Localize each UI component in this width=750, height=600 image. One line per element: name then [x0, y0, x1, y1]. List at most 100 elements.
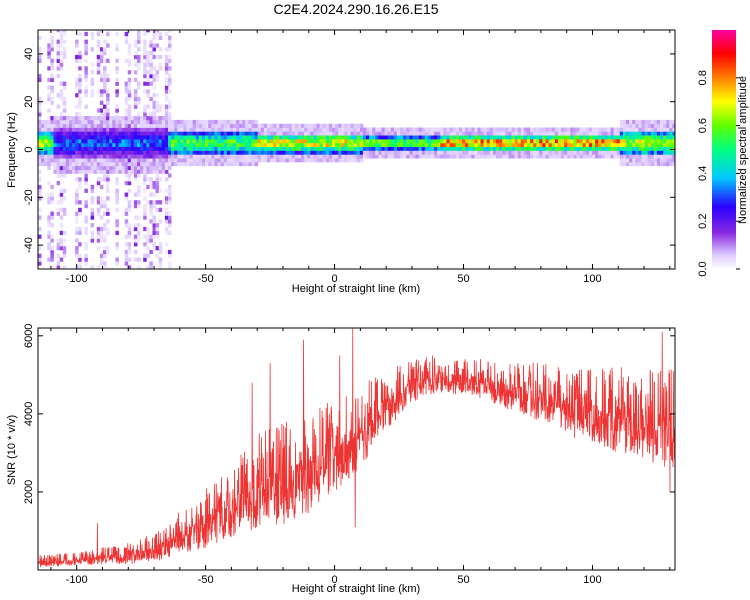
spectrogram-cell — [130, 119, 135, 125]
spectrogram-cell — [211, 139, 215, 144]
spectrogram-cell — [137, 238, 141, 243]
spectrogram-cell — [62, 139, 67, 144]
spectrogram-cell — [202, 161, 206, 167]
spectrogram-cell — [38, 100, 42, 105]
spectrogram-cell — [223, 158, 228, 163]
spectrogram-cell — [548, 150, 553, 155]
spectrogram-cell — [124, 116, 129, 121]
spectrogram-cell — [508, 139, 512, 144]
spectrogram-cell — [338, 150, 342, 155]
spectrogram-cell — [161, 146, 166, 151]
spectrogram-cell — [313, 154, 317, 159]
spectrogram-cell — [585, 154, 590, 159]
spectrogram-cell — [189, 139, 194, 144]
spectrogram-cell — [168, 127, 172, 132]
spectrogram-cell — [672, 139, 675, 144]
spectrogram-cell — [279, 131, 283, 136]
spectrogram-cell — [171, 135, 175, 140]
spectrogram-cell — [554, 154, 559, 159]
spectrogram-cell — [610, 139, 614, 144]
spectrogram-cell — [579, 150, 584, 155]
spectrogram-cell — [103, 85, 107, 90]
spectrogram-cell — [502, 127, 506, 132]
spectrogram-cell — [155, 169, 160, 174]
spectrogram-cell — [335, 150, 339, 155]
spectrogram-cell — [492, 135, 497, 140]
spectrogram-cell — [381, 131, 385, 136]
spectrogram-cell — [650, 142, 655, 148]
spectrogram-cell — [50, 35, 54, 40]
spectrogram-cell — [582, 139, 587, 144]
spectrogram-cell — [270, 158, 274, 163]
spectrogram-cell — [267, 150, 271, 155]
spectrogram-cell — [656, 161, 661, 167]
spectrogram-cell — [263, 127, 268, 132]
spectrogram-cell — [158, 177, 163, 182]
spectrogram-cell — [127, 142, 132, 148]
spectrogram-cell — [90, 165, 95, 171]
spectrogram-cell — [650, 158, 655, 163]
spectrogram-cell — [143, 104, 147, 109]
spectrogram-cell — [446, 142, 450, 148]
spectrogram-cell — [59, 230, 64, 236]
spectrogram-cell — [561, 150, 565, 155]
spectrogram-cell — [653, 127, 658, 132]
spectrogram-cell — [480, 139, 484, 144]
spectrogram-cell — [180, 158, 184, 163]
spectrogram-cell — [115, 47, 119, 52]
spectrogram-cell — [124, 261, 129, 266]
spectrogram-cell — [90, 207, 95, 213]
spectrogram-cell — [239, 139, 243, 144]
spectrogram-cell — [434, 139, 438, 144]
spectrogram-cell — [226, 135, 231, 140]
spectrogram-cell — [56, 154, 61, 159]
spectrogram-cell — [632, 119, 636, 125]
spectrogram-cell — [418, 154, 423, 159]
spectrogram-cell — [301, 158, 305, 163]
spectrogram-cell — [99, 234, 104, 239]
spectrogram-cell — [118, 169, 122, 174]
spectrogram-cell — [75, 139, 79, 144]
spectrogram-cell — [118, 139, 122, 144]
spectrogram-cell — [582, 131, 587, 136]
spectrogram-cell — [381, 142, 385, 148]
spectrogram-cell — [477, 139, 481, 144]
spectrogram-cell — [239, 161, 243, 167]
spectrogram-cell — [663, 150, 667, 155]
spectrogram-cell — [72, 154, 76, 159]
spectrogram-cell — [103, 150, 107, 155]
spectrogram-cell — [99, 123, 104, 128]
spectrogram-cell — [214, 127, 218, 132]
spectrogram-cell — [669, 146, 673, 151]
spectrogram-cell — [38, 150, 42, 155]
spectrogram-cell — [137, 135, 141, 140]
spectrogram-cell — [579, 127, 584, 132]
spectrogram-cell — [53, 154, 57, 159]
spectrogram-cell — [47, 85, 51, 90]
spectrogram-cell — [44, 139, 48, 144]
spectrogram-cell — [155, 139, 160, 144]
spectrogram-cell — [149, 51, 153, 56]
spectrogram-cell — [47, 51, 51, 56]
spectrogram-cell — [198, 127, 203, 132]
spectrogram-cell — [183, 161, 187, 167]
spectrogram-cell — [424, 150, 429, 155]
spectrogram-cell — [143, 173, 147, 178]
spectrogram-cell — [62, 207, 67, 213]
spectrogram-cell — [427, 146, 432, 151]
spectrogram-cell — [50, 89, 54, 94]
spectrogram-cell — [56, 74, 61, 79]
spectrogram-cell — [143, 43, 147, 48]
spectrogram-cell — [192, 154, 197, 159]
spectrogram-cell — [50, 66, 54, 71]
spectrogram-cell — [248, 161, 252, 167]
spectrogram-cell — [177, 154, 181, 159]
spectrogram-cell — [347, 131, 351, 136]
spectrogram-cell — [81, 127, 85, 132]
spectrogram-cell — [480, 135, 484, 140]
y-tick-label: 4000 — [23, 402, 35, 426]
spectrogram-cell — [362, 142, 367, 148]
spectrogram-cell — [96, 108, 101, 113]
spectrogram-cell — [350, 123, 355, 128]
spectrogram-cell — [168, 253, 172, 258]
